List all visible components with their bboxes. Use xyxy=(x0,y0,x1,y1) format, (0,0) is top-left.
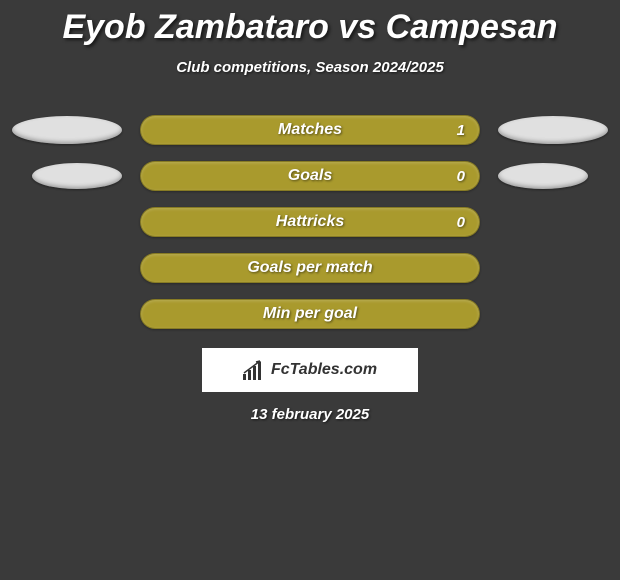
stat-value: 0 xyxy=(457,168,465,185)
stat-label: Min per goal xyxy=(263,305,357,323)
stat-row-min-per-goal: Min per goal xyxy=(0,298,620,330)
stats-comparison-panel: Eyob Zambataro vs Campesan Club competit… xyxy=(0,0,620,423)
stat-value: 1 xyxy=(457,122,465,139)
fctables-logo: FcTables.com xyxy=(202,348,418,392)
page-subtitle: Club competitions, Season 2024/2025 xyxy=(0,59,620,76)
stat-row-goals: Goals 0 xyxy=(0,160,620,192)
stat-bar: Hattricks 0 xyxy=(140,207,480,237)
stat-bar: Goals per match xyxy=(140,253,480,283)
stat-label: Hattricks xyxy=(276,213,344,231)
date-text: 13 february 2025 xyxy=(0,406,620,423)
stat-bar: Min per goal xyxy=(140,299,480,329)
stat-value: 0 xyxy=(457,214,465,231)
stat-row-matches: Matches 1 xyxy=(0,114,620,146)
stat-row-hattricks: Hattricks 0 xyxy=(0,206,620,238)
player-left-marker xyxy=(12,116,122,144)
stat-label: Goals per match xyxy=(247,259,372,277)
stat-row-goals-per-match: Goals per match xyxy=(0,252,620,284)
player-right-marker xyxy=(498,163,588,189)
logo-text: FcTables.com xyxy=(271,361,377,379)
stat-label: Matches xyxy=(278,121,342,139)
player-left-marker xyxy=(32,163,122,189)
stat-bar: Matches 1 xyxy=(140,115,480,145)
chart-icon xyxy=(243,360,265,380)
stat-bar: Goals 0 xyxy=(140,161,480,191)
stat-label: Goals xyxy=(288,167,332,185)
player-right-marker xyxy=(498,116,608,144)
page-title: Eyob Zambataro vs Campesan xyxy=(0,8,620,47)
